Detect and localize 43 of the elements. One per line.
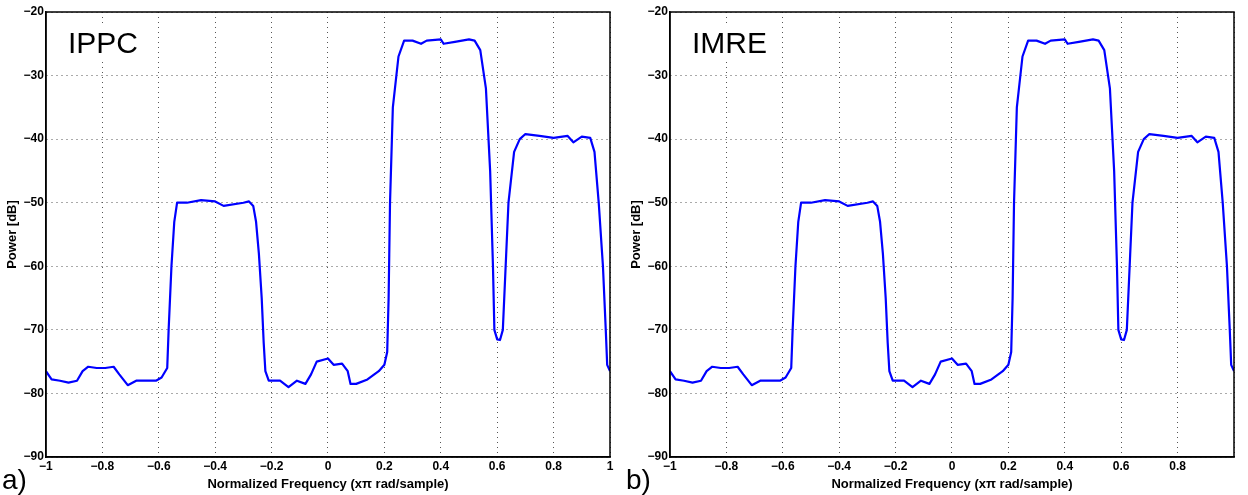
y-tick-label: −30 <box>647 67 669 82</box>
x-tick-label: 0.6 <box>1112 458 1130 473</box>
x-tick-label: 0.2 <box>1000 458 1018 473</box>
text: a) <box>2 463 27 495</box>
x-tick-label: −0.8 <box>714 458 739 473</box>
x-tick-label: −0.6 <box>146 458 171 473</box>
annotation: IMRE <box>691 26 767 60</box>
x-tick-label: 0.4 <box>1056 458 1074 473</box>
x-tick-label: −0.8 <box>90 458 115 473</box>
y-tick-label: −60 <box>23 258 45 273</box>
y-tick-label: −50 <box>647 195 669 210</box>
x-tick-label: 0 <box>948 458 956 473</box>
x-tick-label: −0.4 <box>203 458 228 473</box>
y-tick-label: −20 <box>647 4 669 19</box>
x-tick-label: 0.4 <box>432 458 450 473</box>
x-axis-title: Normalized Frequency (xπ rad/sample) <box>207 475 449 491</box>
x-tick-label: 1 <box>606 458 614 473</box>
text: b) <box>626 463 651 495</box>
x-tick-label: −0.2 <box>259 458 284 473</box>
y-tick-label: −30 <box>23 67 45 82</box>
y-axis-title: Power [dB] <box>4 200 20 269</box>
x-tick-label: 0.6 <box>488 458 506 473</box>
y-tick-label: −70 <box>23 322 45 337</box>
x-tick-label: −0.2 <box>883 458 908 473</box>
x-tick-label: 0.8 <box>1169 458 1187 473</box>
y-tick-label: −50 <box>23 195 45 210</box>
y-tick-label: −60 <box>647 258 669 273</box>
y-tick-label: −40 <box>647 131 669 146</box>
y-tick-label: −70 <box>647 322 669 337</box>
y-tick-label: −20 <box>23 4 45 19</box>
y-tick-label: −40 <box>23 131 45 146</box>
y-axis-title: Power [dB] <box>628 200 644 269</box>
y-tick-label: −90 <box>647 449 669 464</box>
y-tick-label: −80 <box>23 385 45 400</box>
y-tick-label: −90 <box>23 449 45 464</box>
annotation: IPPC <box>67 26 138 60</box>
x-axis-title: Normalized Frequency (xπ rad/sample) <box>831 475 1073 491</box>
x-tick-label: −0.6 <box>770 458 795 473</box>
x-tick-label: 0.8 <box>545 458 563 473</box>
x-tick-label: −0.4 <box>827 458 852 473</box>
y-tick-label: −80 <box>647 385 669 400</box>
x-tick-label: 0 <box>324 458 332 473</box>
x-tick-label: 0.2 <box>376 458 394 473</box>
